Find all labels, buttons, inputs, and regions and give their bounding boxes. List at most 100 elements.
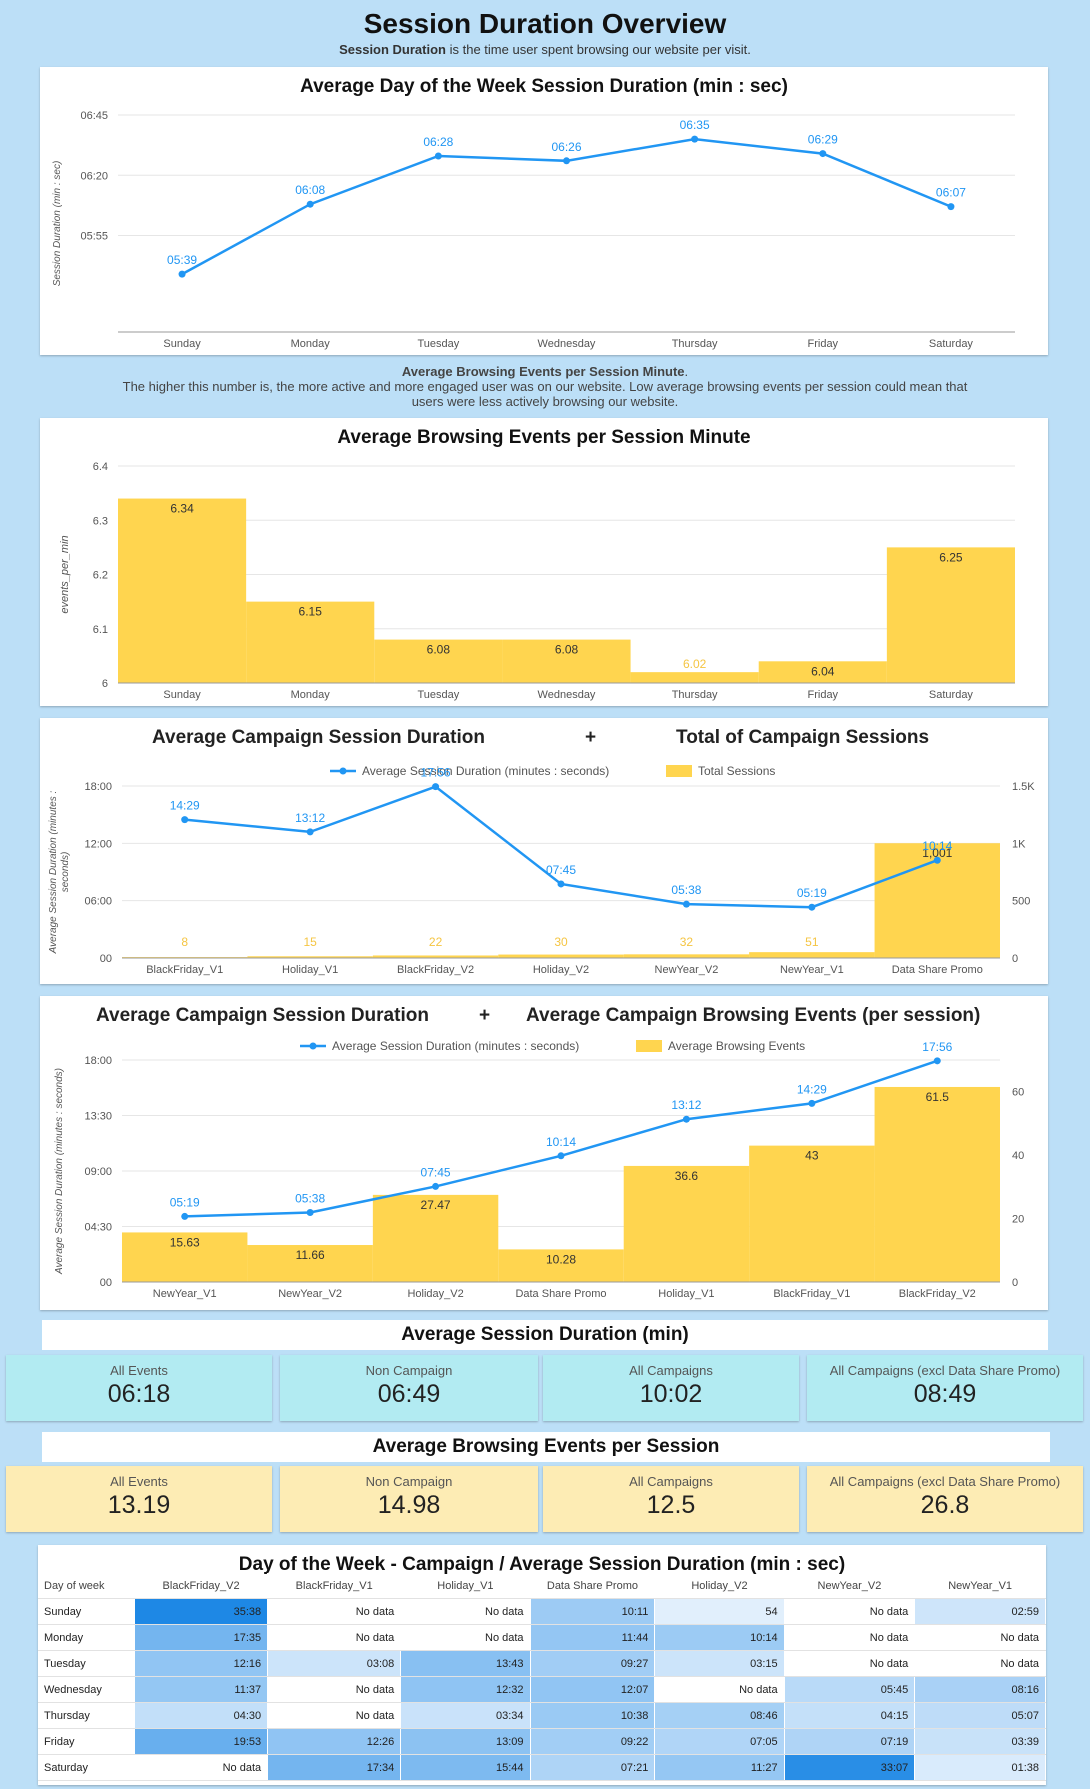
data-label: 06:26 bbox=[551, 140, 581, 154]
line-point bbox=[432, 783, 440, 791]
heatmap-row: Thursday 04:30 No data 03:34 10:38 08:46 04:15… bbox=[38, 1702, 1046, 1729]
left-tick-label: 12:00 bbox=[84, 838, 112, 850]
bar-label: 32 bbox=[680, 935, 694, 949]
legend-line-marker bbox=[339, 767, 347, 775]
campaign-sessions-plus: + bbox=[585, 727, 597, 748]
line-point bbox=[808, 903, 816, 911]
legend-bar-swatch bbox=[666, 765, 692, 777]
x-tick-label: Saturday bbox=[929, 338, 974, 350]
heatmap-column-header: Holiday_V2 bbox=[654, 1573, 785, 1599]
y-tick-label: 6.1 bbox=[93, 624, 108, 636]
legend-line-marker bbox=[309, 1042, 317, 1050]
heatmap-cell: 12:16 bbox=[134, 1650, 269, 1677]
heatmap-row: Saturday No data 17:34 15:44 07:21 11:27 33:07… bbox=[38, 1754, 1046, 1781]
x-tick-label: Friday bbox=[808, 338, 839, 350]
line-label: 05:19 bbox=[797, 886, 827, 900]
bar bbox=[122, 1232, 248, 1282]
bar bbox=[502, 639, 631, 683]
heatmap-cell: 13:43 bbox=[400, 1650, 531, 1677]
x-tick-label: BlackFriday_V1 bbox=[773, 1288, 850, 1300]
y-tick-label: 06:45 bbox=[80, 110, 108, 122]
bar-label: 51 bbox=[805, 935, 819, 949]
x-tick-label: Tuesday bbox=[417, 338, 459, 350]
heatmap-row-label: Tuesday bbox=[38, 1650, 136, 1677]
line-point bbox=[181, 1212, 189, 1220]
x-tick-label: BlackFriday_V2 bbox=[397, 964, 474, 976]
bar-label: 10.28 bbox=[546, 1252, 576, 1266]
left-tick-label: 00 bbox=[100, 1277, 112, 1289]
data-label: 6.02 bbox=[683, 657, 707, 671]
x-tick-label: BlackFriday_V1 bbox=[146, 964, 223, 976]
bar bbox=[630, 672, 759, 683]
bar bbox=[372, 1194, 499, 1282]
data-label: 06:35 bbox=[680, 118, 710, 132]
campaign-events-title-right: Average Campaign Browsing Events (per se… bbox=[526, 1005, 981, 1026]
heatmap-cell: No data bbox=[914, 1624, 1046, 1651]
bar bbox=[623, 954, 750, 958]
left-tick-label: 00 bbox=[100, 953, 112, 965]
heatmap-cell: No data bbox=[784, 1650, 916, 1677]
line-point bbox=[682, 900, 690, 908]
line-label: 10:14 bbox=[546, 1135, 576, 1149]
kpi-value: 10:02 bbox=[639, 1380, 703, 1408]
data-label: 6.08 bbox=[555, 643, 579, 657]
line-point bbox=[557, 1152, 565, 1160]
x-tick-label: NewYear_V2 bbox=[655, 964, 719, 976]
kpi-label: All Campaigns bbox=[629, 1474, 713, 1489]
x-tick-label: NewYear_V2 bbox=[278, 1288, 342, 1300]
x-tick-label: BlackFriday_V2 bbox=[899, 1288, 976, 1300]
campaign-events-chart: 18:00 13:30 09:00 04:30 00 60 40 20 0 Average Ses… bbox=[54, 1039, 1024, 1300]
line-label: 10:14 bbox=[922, 839, 952, 853]
x-tick-label: Wednesday bbox=[538, 338, 596, 350]
heatmap-cell: 12:07 bbox=[530, 1676, 656, 1703]
heatmap-cell: 08:16 bbox=[914, 1676, 1046, 1703]
x-tick-label: Thursday bbox=[672, 338, 718, 350]
dow-duration-title: Average Day of the Week Session Duration… bbox=[300, 76, 788, 97]
kpi-duration-title: Average Session Duration (min) bbox=[42, 1320, 1048, 1350]
data-label: 06:08 bbox=[295, 183, 325, 197]
right-tick-label: 0 bbox=[1012, 953, 1018, 965]
heatmap-row-label: Wednesday bbox=[38, 1676, 136, 1703]
data-point bbox=[306, 200, 314, 208]
heatmap-cell: No data bbox=[784, 1598, 916, 1625]
data-point bbox=[563, 157, 570, 165]
data-label: 6.15 bbox=[299, 605, 323, 619]
line-label: 07:45 bbox=[546, 863, 576, 877]
data-point bbox=[178, 270, 186, 278]
x-tick-label: Data Share Promo bbox=[515, 1288, 606, 1300]
line-label: 17:56 bbox=[922, 1040, 952, 1054]
bar-label: 22 bbox=[429, 935, 443, 949]
bar bbox=[874, 1086, 1000, 1282]
heatmap-row: Tuesday 12:16 03:08 13:43 09:27 03:15 No data N… bbox=[38, 1650, 1046, 1677]
bar-label: 11.66 bbox=[296, 1248, 325, 1262]
x-tick-label: Saturday bbox=[929, 689, 974, 701]
events-per-min-chart: 6.4 6.3 6.2 6.1 6 events_per_min 6.34 Sunday 6.1… bbox=[59, 461, 1015, 701]
subtitle-bold: Session Duration bbox=[339, 42, 446, 57]
bar-label: 27.47 bbox=[421, 1198, 451, 1212]
heatmap-row-label: Friday bbox=[38, 1728, 136, 1755]
right-tick-label: 60 bbox=[1012, 1087, 1024, 1099]
bar bbox=[623, 1165, 750, 1282]
heatmap-title: Day of the Week - Campaign / Average Ses… bbox=[238, 1554, 846, 1575]
heatmap-column-header: Holiday_V1 bbox=[400, 1573, 531, 1599]
y-axis-label: Average Session Duration (minutes : seco… bbox=[54, 1068, 65, 1275]
bar bbox=[498, 954, 624, 958]
heatmap-cell: 03:39 bbox=[914, 1728, 1046, 1755]
data-label: 06:28 bbox=[423, 135, 453, 149]
events-note: Average Browsing Events per Session Minu… bbox=[122, 364, 968, 409]
legend-label: Total Sessions bbox=[698, 764, 775, 778]
line-label: 14:29 bbox=[170, 799, 200, 813]
data-label: 6.04 bbox=[811, 664, 835, 678]
x-tick-label: Wednesday bbox=[538, 689, 596, 701]
bar bbox=[749, 952, 875, 958]
heatmap-cell: 05:45 bbox=[784, 1676, 916, 1703]
heatmap-cell: 54 bbox=[654, 1598, 785, 1625]
legend-bar-swatch bbox=[636, 1040, 662, 1052]
heatmap-column-header: BlackFriday_V1 bbox=[267, 1573, 402, 1599]
y-tick-label: 05:55 bbox=[80, 231, 108, 243]
heatmap-cell: 05:07 bbox=[914, 1702, 1046, 1729]
heatmap-row-label: Saturday bbox=[38, 1754, 136, 1781]
heatmap-column-header: NewYear_V2 bbox=[784, 1573, 916, 1599]
right-tick-label: 0 bbox=[1012, 1277, 1018, 1289]
x-tick-label: Holiday_V1 bbox=[658, 1288, 714, 1300]
